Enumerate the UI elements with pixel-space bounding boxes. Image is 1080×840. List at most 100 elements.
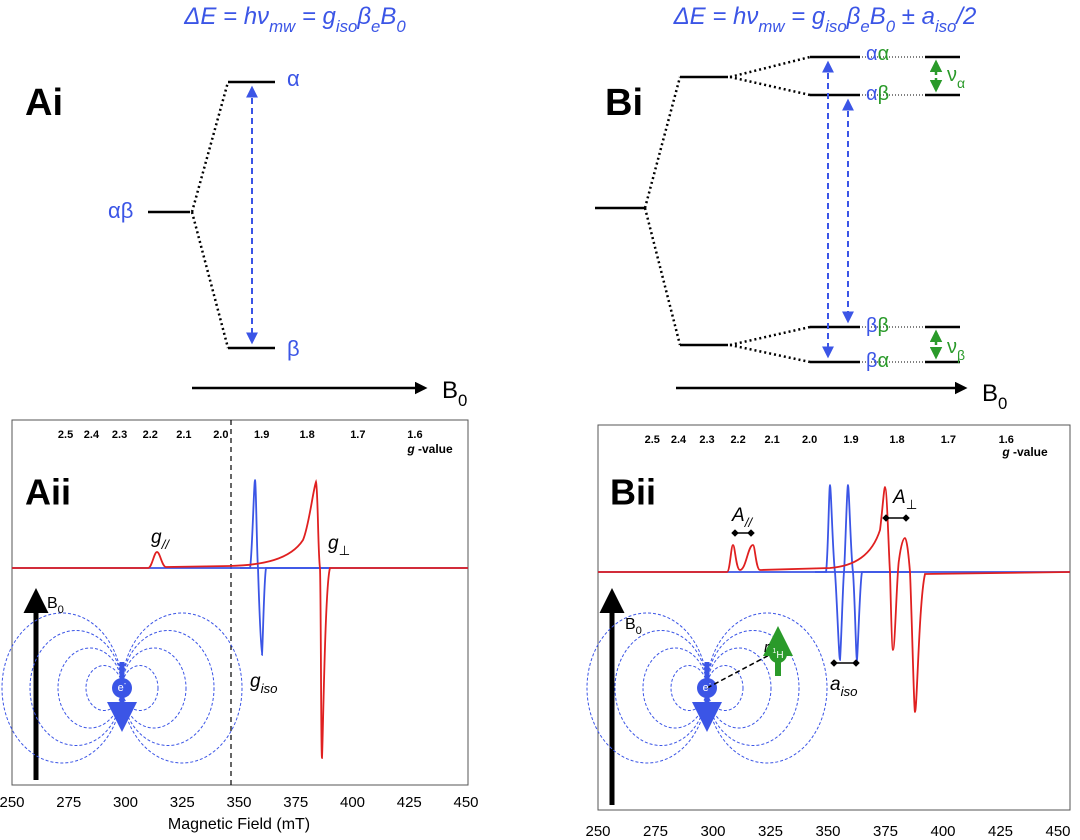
text-segment: B [380,3,396,30]
x-tick-label: 350 [815,823,840,840]
text-segment: 0 [458,391,467,410]
splitting-markers [731,514,910,667]
x-tick-label: 425 [397,794,422,811]
text-segment: iso [935,17,956,36]
text-segment: -value [1010,445,1048,459]
text-segment: β [356,3,371,30]
text-segment: - [709,679,712,688]
text-segment: - [124,679,127,688]
text-segment: ν [947,64,957,86]
text-segment: g [151,527,162,548]
x-tick-label: 275 [56,794,81,811]
x-tick-label: 375 [283,794,308,811]
field-line [29,630,123,746]
spectrum-frame-a [11,419,469,786]
x-tick-label: 275 [643,823,668,840]
x-tick-label: 450 [453,794,478,811]
g-tick-label: 1.8 [299,429,314,441]
level-label: ββ [866,315,889,337]
text-segment: 0 [998,394,1007,413]
g-tick-label: 2.5 [58,429,73,441]
text-segment: e [371,17,380,36]
field-label: B0 [47,595,64,616]
text-segment: β [878,315,890,337]
x-tick-label: 250 [0,794,25,811]
field-line [706,612,828,764]
x-tick-label: 300 [700,823,725,840]
panel-label: Bii [610,472,656,513]
text-segment: // [744,515,754,530]
text-segment: B [982,380,998,407]
g-tick-label: 2.0 [802,434,817,446]
text-segment: α [866,83,878,105]
g-tick-label: 1.6 [407,429,422,441]
field-label: B0 [442,377,467,410]
annotation: A// [731,505,753,530]
field-line [706,647,772,729]
text-segment: 0 [636,625,642,637]
level-diagram-b [595,55,968,395]
text-segment: g [250,671,261,692]
field-line [121,665,159,711]
text-segment: A [892,487,906,508]
electron-label: e- [703,679,712,694]
g-tick-label: 2.3 [699,434,714,446]
field-line [586,612,708,764]
text-segment: e [118,682,124,694]
text-segment: ΔE = hν [183,3,269,30]
text-segment: ⊥ [906,497,918,512]
equation: ΔE = hνmw = gisoβeB0 ± aiso/2 [673,3,977,36]
annotation: g⊥ [328,533,350,558]
spectrum-a [12,478,468,760]
annotation: giso [250,671,278,696]
text-segment: B [625,616,636,633]
text-segment: ν [947,336,957,358]
text-segment: -value [415,442,453,456]
text-segment: A [731,505,745,526]
g-tick-label: 1.7 [350,429,365,441]
text-segment: 0 [58,604,64,616]
equation: ΔE = hνmw = gisoβeB0 [183,3,406,36]
text-segment: e [860,17,869,36]
field-line [706,630,800,746]
x-tick-label: 375 [873,823,898,840]
text-segment: B [442,377,458,404]
text-segment: H [776,650,783,661]
text-segment: // [161,537,171,552]
g-tick-label: 2.1 [764,434,779,446]
dipole-b [586,588,828,805]
field-line [614,630,708,746]
level-label: βα [866,350,889,372]
text-segment: β [957,347,965,363]
text-segment: α [878,350,890,372]
text-segment: mw [758,17,786,36]
g-tick-label: 2.5 [645,434,660,446]
x-tick-label: 400 [340,794,365,811]
text-segment: g [1001,445,1010,459]
electron [112,678,132,698]
text-segment: a [830,674,841,695]
electron-label: e- [118,679,127,694]
g-tick-label: 2.2 [143,429,158,441]
text-segment: ± a [895,3,935,30]
x-tick-label: 300 [113,794,138,811]
proton-icon [706,626,793,689]
text-segment: 0 [886,17,896,36]
x-tick-label: 425 [988,823,1013,840]
x-tick-label: 325 [170,794,195,811]
g-tick-label: 2.0 [213,429,228,441]
g-tick-label: 1.9 [254,429,269,441]
g-axis-label: g -value [406,442,453,456]
panel-label: Bi [605,82,643,124]
g-tick-label: 2.1 [176,429,191,441]
x-axis-label: Magnetic Field (mT) [168,816,310,833]
annotation: A⊥ [892,487,917,512]
g-tick-label: 1.8 [889,434,904,446]
text-segment: B [870,3,886,30]
g-tick-label: 1.9 [843,434,858,446]
x-tick-label: 325 [758,823,783,840]
g-tick-label: 2.4 [671,434,687,446]
text-segment: 1 [772,648,776,655]
text-segment: iso [825,17,846,36]
level-label: αα [866,43,889,65]
